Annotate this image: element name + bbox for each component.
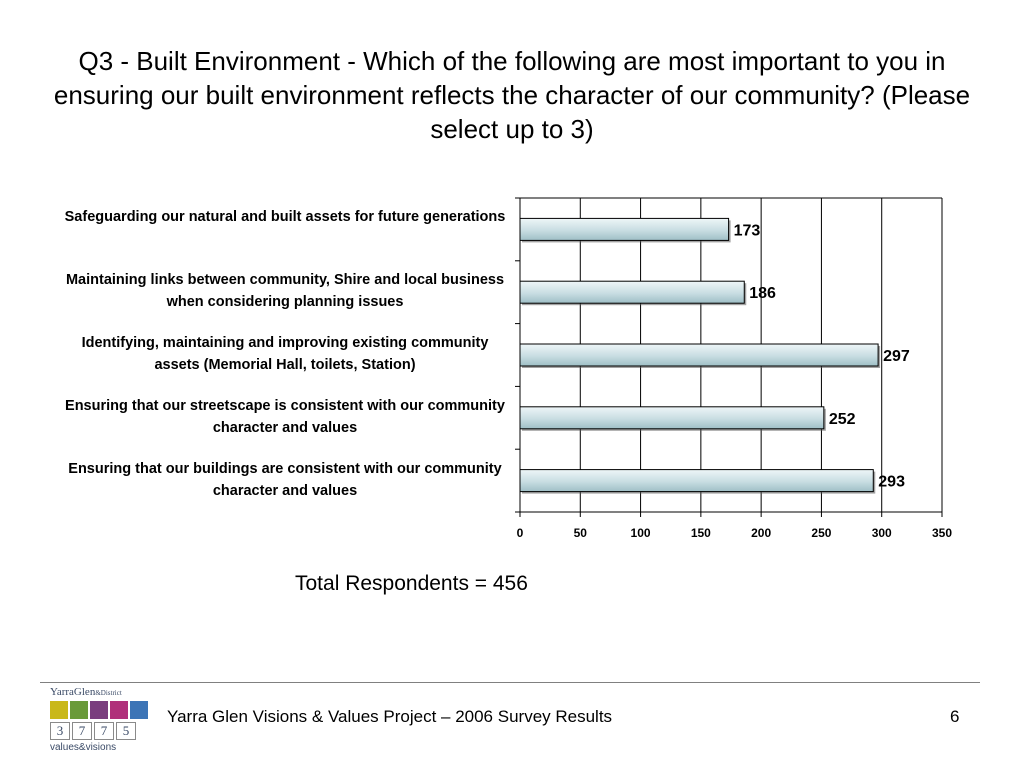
category-label: Ensuring that our buildings are consiste… <box>68 461 502 499</box>
logo-digit: 5 <box>116 722 136 740</box>
yarra-glen-logo: YarraGlen&District 3 7 7 5 values&vision… <box>50 686 148 756</box>
x-tick-label: 0 <box>517 526 524 540</box>
x-tick-label: 300 <box>872 526 892 540</box>
data-label: 252 <box>829 411 856 428</box>
logo-top-text: YarraGlen&District <box>50 686 122 698</box>
x-tick-label: 50 <box>574 526 588 540</box>
logo-square-grape <box>90 701 108 719</box>
bar <box>519 280 745 304</box>
logo-digit: 7 <box>72 722 92 740</box>
logo-digit: 3 <box>50 722 70 740</box>
category-label: Ensuring that our streetscape is consist… <box>65 398 505 436</box>
data-label: 297 <box>883 348 910 365</box>
logo-square-sun <box>50 701 68 719</box>
bar <box>519 217 730 241</box>
footer-text: Yarra Glen Visions & Values Project – 20… <box>167 707 613 726</box>
logo-bottom-text: values&visions <box>50 742 117 753</box>
x-tick-label: 100 <box>631 526 651 540</box>
logo-digits: 3 7 7 5 <box>50 722 138 740</box>
bar <box>519 406 825 430</box>
data-label-layer: 173 186 297 252 293 <box>734 222 910 490</box>
page-number: 6 <box>950 707 960 726</box>
x-tick-label: 200 <box>751 526 771 540</box>
bar-layer <box>519 217 881 494</box>
data-label: 293 <box>878 474 905 491</box>
bar <box>519 469 874 493</box>
tick-label-layer: 0 50 100 150 200 250 300 350 <box>517 526 953 540</box>
category-label: Maintaining links between community, Shi… <box>65 272 505 310</box>
x-tick-label: 250 <box>811 526 831 540</box>
footer-divider <box>40 682 980 683</box>
logo-square-hand <box>130 701 148 719</box>
logo-digit: 7 <box>94 722 114 740</box>
total-respondents: Total Respondents = 456 <box>295 572 528 595</box>
data-label: 173 <box>734 222 761 239</box>
logo-square-leaf <box>70 701 88 719</box>
x-tick-label: 350 <box>932 526 952 540</box>
category-label: Identifying, maintaining and improving e… <box>81 335 489 373</box>
bar <box>519 343 879 367</box>
slide-title: Q3 - Built Environment - Which of the fo… <box>53 46 971 144</box>
logo-square-flower <box>110 701 128 719</box>
data-label: 186 <box>749 285 776 302</box>
x-tick-label: 150 <box>691 526 711 540</box>
category-label: Safeguarding our natural and built asset… <box>64 209 506 225</box>
